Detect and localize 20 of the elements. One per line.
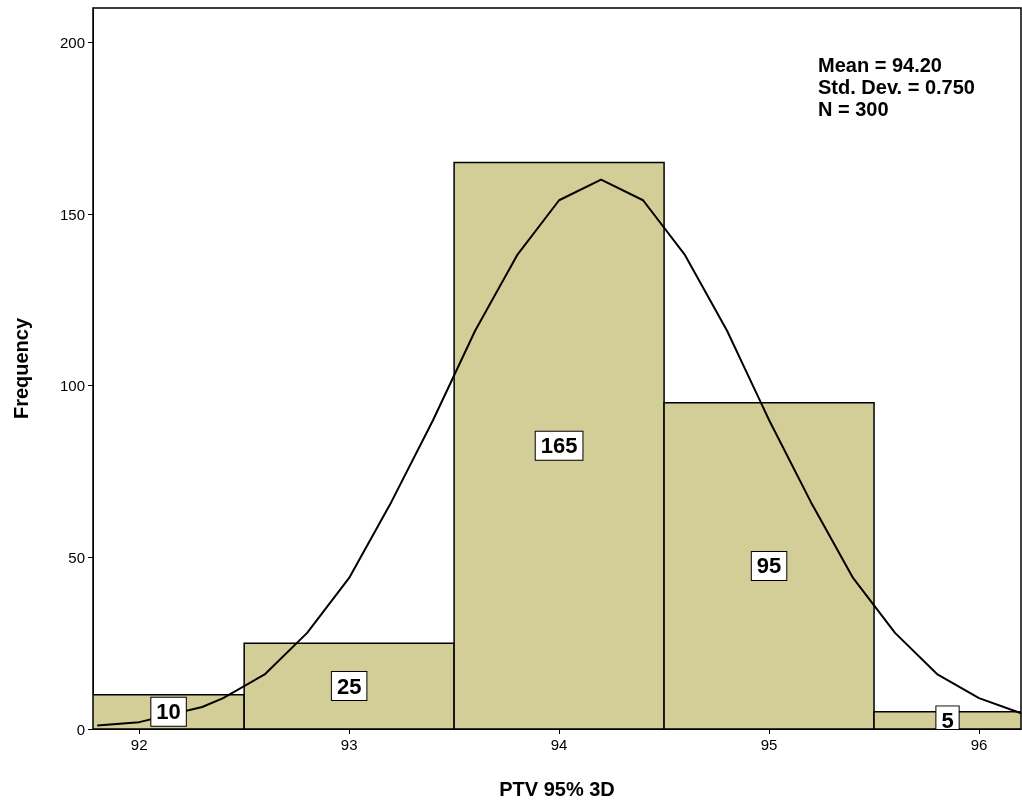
data-label: 25 [336,673,362,699]
x-tick-label: 94 [550,736,568,753]
annotation: Std. Dev. = 0.750 [818,76,975,98]
y-tick-label: 50 [68,548,85,566]
x-tick-label: 92 [130,736,148,753]
data-label: 5 [941,707,954,733]
y-tick-label: 200 [59,33,85,51]
y-tick-label: 150 [59,205,85,223]
x-tick-label: 95 [760,736,778,753]
annotation: Mean = 94.20 [818,54,942,76]
y-axis-title: Frequency [10,317,32,420]
y-tick-label: 0 [76,720,85,738]
y-tick-label: 100 [59,377,85,395]
annotation: N = 300 [818,98,889,120]
data-label: 95 [756,553,782,579]
data-label: 165 [540,433,578,459]
x-tick-label: 93 [340,736,358,753]
x-tick-label: 96 [970,736,988,753]
data-label: 10 [156,699,181,725]
x-axis-title: PTV 95% 3D [499,778,615,800]
